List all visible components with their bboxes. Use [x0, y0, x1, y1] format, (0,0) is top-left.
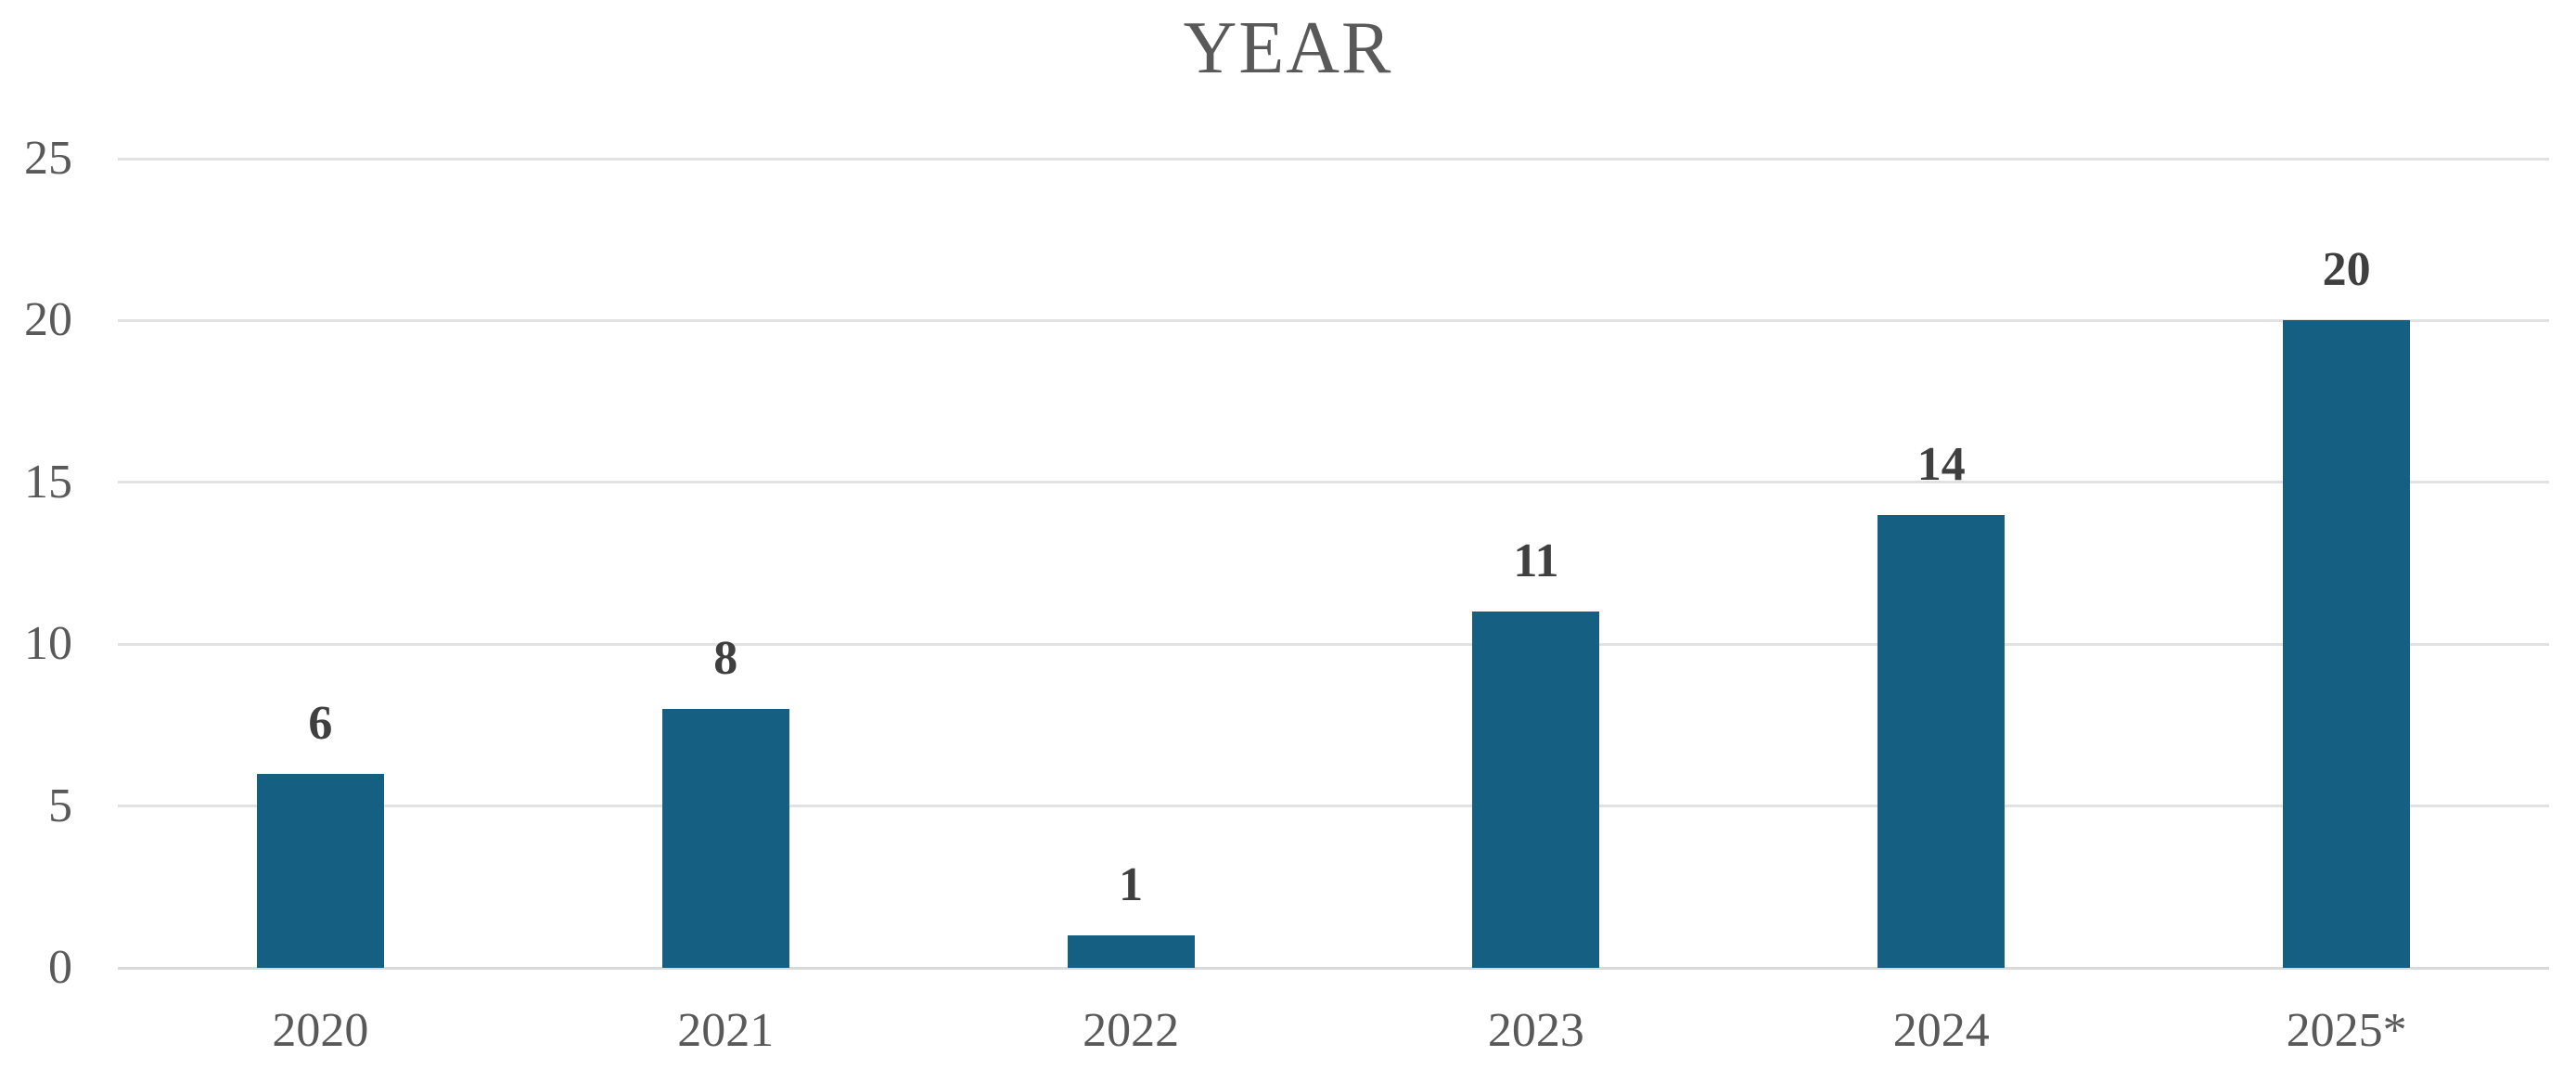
bar-2024: [1878, 514, 2006, 968]
bar-2020: [256, 773, 384, 968]
gridline: [118, 642, 2549, 646]
bar-value-label: 8: [713, 631, 738, 685]
gridline: [118, 481, 2549, 484]
bar-value-label: 1: [1119, 858, 1144, 912]
bar-2023: [1472, 612, 1600, 968]
x-tick-label: 2022: [1083, 1004, 1180, 1057]
gridline: [118, 318, 2549, 322]
bar-2025: [2283, 320, 2411, 968]
x-tick-label: 2023: [1487, 1004, 1584, 1057]
x-tick-label: 2025*: [2286, 1004, 2407, 1057]
chart-title: YEAR: [1183, 7, 1393, 89]
y-axis: 0 5 10 15 20 25: [0, 133, 72, 994]
y-tick-label: 10: [24, 617, 72, 671]
bar-value-label: 11: [1513, 534, 1559, 588]
bar-value-label: 6: [308, 696, 333, 750]
bar-2022: [1067, 935, 1195, 968]
gridline: [118, 157, 2549, 161]
y-tick-label: 25: [24, 132, 72, 185]
x-tick-label: 2021: [677, 1004, 775, 1057]
gridline: [118, 805, 2549, 808]
y-tick-label: 5: [48, 779, 72, 832]
bar-2021: [661, 708, 789, 968]
plot-area: 6 2020 8 2021 1 2022 11 2023 14 2024 20 2025*: [118, 157, 2549, 1057]
bar-value-label: 14: [1916, 437, 1966, 491]
x-axis-line: [118, 966, 2549, 970]
bar-value-label: 20: [2322, 243, 2371, 297]
x-tick-label: 2024: [1892, 1004, 1990, 1057]
y-tick-label: 0: [48, 941, 72, 994]
x-tick-label: 2020: [272, 1004, 369, 1057]
y-tick-label: 20: [24, 293, 72, 347]
y-tick-label: 15: [24, 455, 72, 509]
